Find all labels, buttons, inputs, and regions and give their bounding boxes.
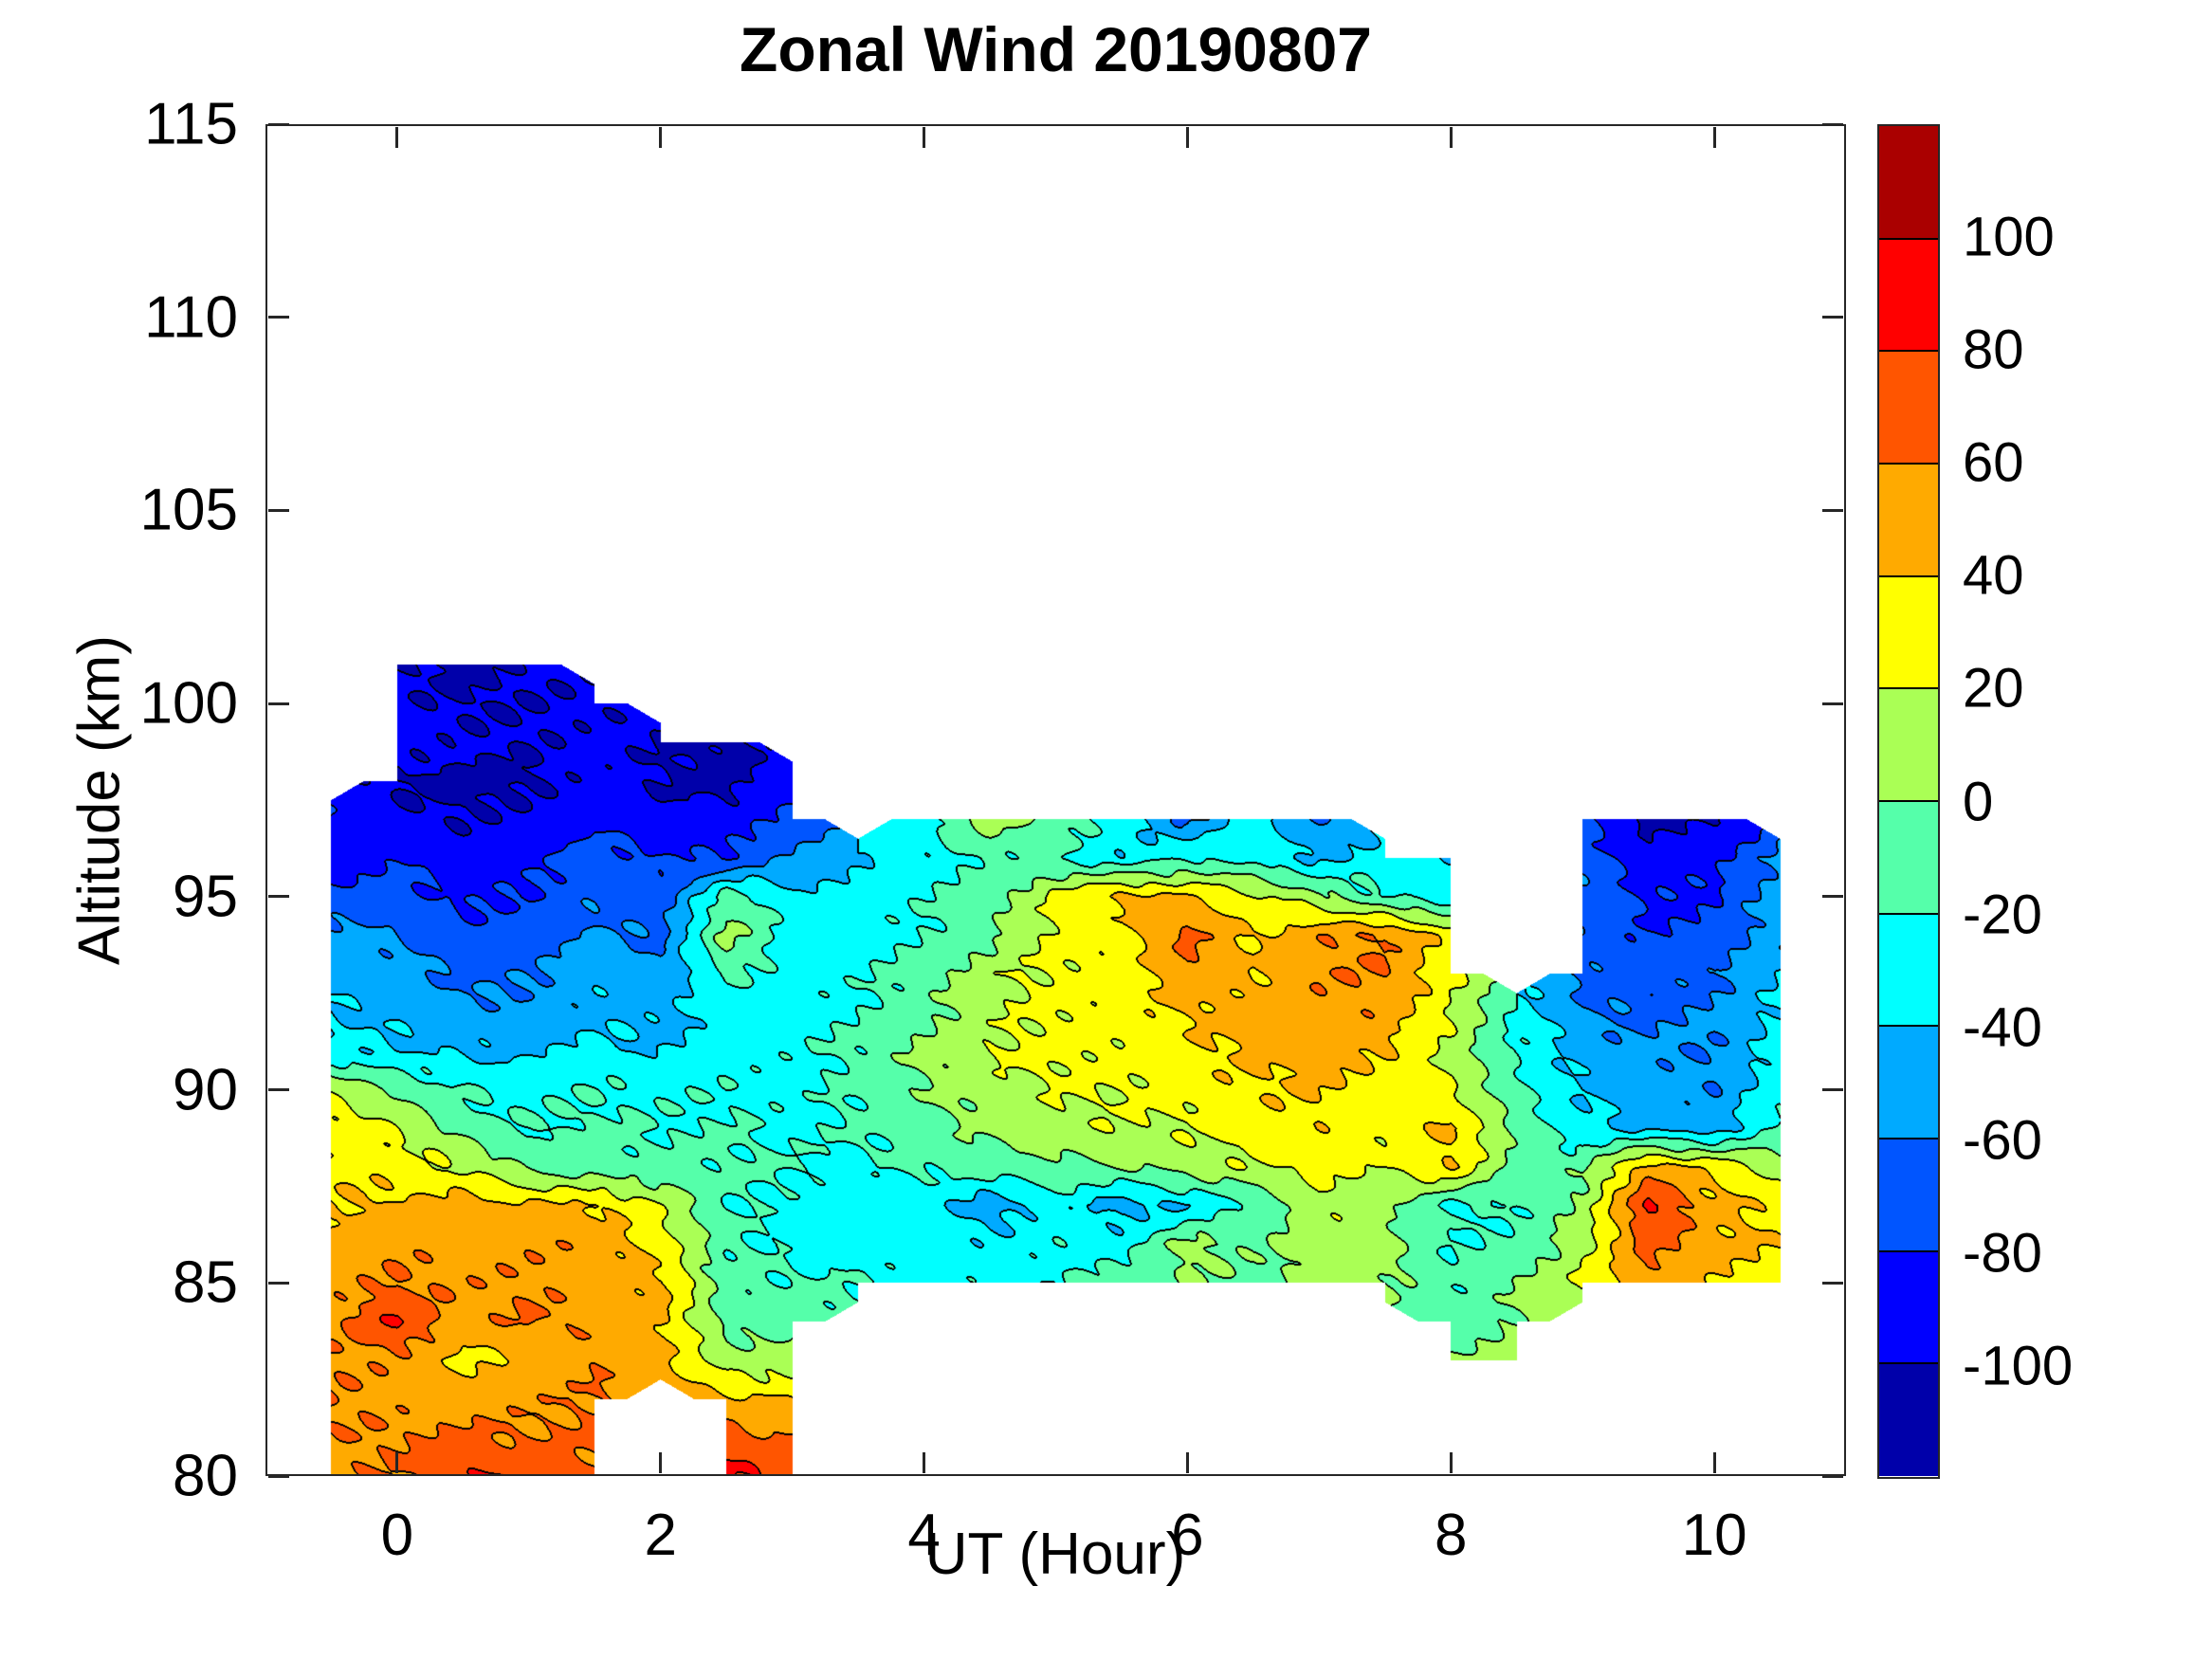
- colorbar-segment: [1879, 801, 1938, 914]
- colorbar-tick-label: 80: [1963, 319, 2024, 381]
- x-axis-label: UT (Hour): [924, 1522, 1186, 1587]
- colorbar-segment: [1879, 238, 1938, 352]
- y-axis-label: Altitude (km): [66, 635, 133, 965]
- colorbar-tick-label: 0: [1963, 771, 1994, 832]
- colorbar-level-line: [1879, 574, 1938, 577]
- x-tick-label: 8: [1435, 1503, 1468, 1568]
- colorbar-tick-label: -60: [1963, 1109, 2042, 1172]
- colorbar-segment: [1879, 575, 1938, 689]
- colorbar-level-line: [1879, 350, 1938, 353]
- colorbar-tick-label: -20: [1963, 884, 2042, 946]
- colorbar-level-line: [1879, 1025, 1938, 1028]
- colorbar-level-line: [1879, 1249, 1938, 1252]
- x-tick-label: 10: [1681, 1503, 1747, 1568]
- colorbar-segment: [1879, 688, 1938, 801]
- y-tick-label: 90: [173, 1057, 238, 1123]
- colorbar-level-line: [1879, 237, 1938, 240]
- colorbar-segment: [1879, 464, 1938, 576]
- y-tick-label: 115: [144, 91, 238, 157]
- colorbar-segment: [1879, 351, 1938, 464]
- colorbar-level-line: [1879, 1362, 1938, 1365]
- x-tick-label: 2: [644, 1503, 677, 1568]
- colorbar-segment: [1879, 1139, 1938, 1251]
- colorbar-segment: [1879, 1026, 1938, 1139]
- colorbar: [1877, 124, 1940, 1479]
- colorbar-segment: [1879, 126, 1938, 239]
- y-tick-label: 110: [144, 284, 238, 351]
- colorbar-tick-label: -100: [1963, 1335, 2074, 1397]
- colorbar-level-line: [1879, 687, 1938, 690]
- y-tick-label: 85: [173, 1249, 238, 1316]
- y-tick-label: 80: [173, 1443, 238, 1509]
- y-tick-label: 105: [139, 477, 238, 543]
- y-tick-label: 95: [173, 864, 238, 930]
- colorbar-level-line: [1879, 800, 1938, 802]
- y-tick-label: 100: [139, 670, 238, 737]
- colorbar-tick-label: -80: [1963, 1222, 2042, 1285]
- colorbar-segment: [1879, 1250, 1938, 1364]
- colorbar-segment: [1879, 1363, 1938, 1476]
- plot-box: [265, 124, 1846, 1476]
- colorbar-tick-label: 100: [1963, 206, 2055, 268]
- contour-plot-canvas: [265, 124, 1846, 1476]
- colorbar-segment: [1879, 913, 1938, 1027]
- colorbar-tick-label: -40: [1963, 996, 2042, 1059]
- colorbar-tick-label: 60: [1963, 431, 2024, 494]
- x-tick-label: 0: [380, 1503, 414, 1568]
- colorbar-level-line: [1879, 463, 1938, 465]
- colorbar-tick-label: 20: [1963, 657, 2024, 720]
- colorbar-tick-label: 40: [1963, 544, 2024, 607]
- colorbar-level-line: [1879, 1138, 1938, 1139]
- colorbar-level-line: [1879, 912, 1938, 915]
- chart-title: Zonal Wind 20190807: [740, 14, 1372, 84]
